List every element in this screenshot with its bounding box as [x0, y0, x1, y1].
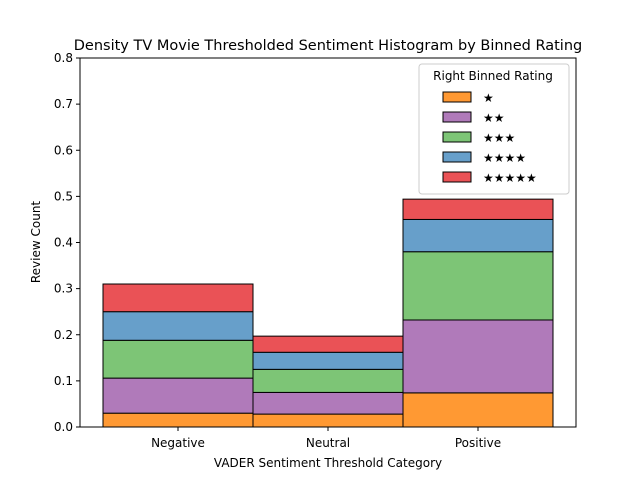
legend-label-4: ★★★★ — [483, 151, 526, 165]
bar-segment-positive-series-4 — [402, 218, 554, 253]
y-tick-label: 0.8 — [54, 51, 73, 65]
legend-label-5: ★★★★★ — [483, 171, 537, 185]
x-tick-label-positive: Positive — [455, 436, 501, 450]
bar-segment-neutral-series-2 — [252, 391, 404, 415]
y-tick-label: 0.4 — [54, 236, 73, 250]
legend-swatch-1 — [442, 91, 472, 103]
x-tick-label-negative: Negative — [151, 436, 205, 450]
x-axis-label: VADER Sentiment Threshold Category — [214, 456, 442, 470]
plot-frame — [79, 57, 577, 428]
y-tick-label: 0.5 — [54, 189, 73, 203]
legend-swatch-5 — [442, 171, 472, 183]
bar-segment-positive-series-2 — [402, 319, 554, 394]
legend: Right Binned Rating ★★★★★★★★★★★★★★★ — [418, 63, 570, 195]
bar-segment-neutral-series-1 — [252, 413, 404, 428]
legend-swatch-4 — [442, 151, 472, 163]
legend-label-2: ★★ — [483, 111, 505, 125]
legend-items: ★★★★★★★★★★★★★★★ — [442, 91, 537, 185]
y-tick-label: 0.0 — [54, 420, 73, 434]
legend-label-3: ★★★ — [483, 131, 515, 145]
bar-segment-positive-series-1 — [402, 392, 554, 428]
legend-title: Right Binned Rating — [433, 69, 553, 83]
y-tick-label: 0.7 — [54, 97, 73, 111]
y-tick-label: 0.2 — [54, 328, 73, 342]
y-tick-label: 0.1 — [54, 374, 73, 388]
bar-segment-neutral-series-5 — [252, 335, 404, 353]
y-axis-label: Review Count — [29, 201, 43, 284]
y-axis-ticks: 0.0 0.1 0.2 0.3 0.4 0.5 0.6 0.7 0.8 — [54, 51, 80, 434]
chart-title: Density TV Movie Thresholded Sentiment H… — [74, 38, 582, 54]
bar-segment-negative-series-1 — [102, 412, 254, 428]
bar-segment-negative-series-5 — [102, 283, 254, 313]
x-tick-label-neutral: Neutral — [306, 436, 350, 450]
bar-segment-neutral-series-4 — [252, 351, 404, 370]
legend-label-1: ★ — [483, 91, 494, 105]
x-axis-ticks: Negative Neutral Positive — [151, 427, 501, 450]
legend-swatch-2 — [442, 111, 472, 123]
bar-segment-neutral-series-3 — [252, 368, 404, 393]
y-tick-label: 0.6 — [54, 143, 73, 157]
bar-segment-positive-series-5 — [402, 198, 554, 220]
bar-segment-negative-series-2 — [102, 377, 254, 414]
bar-segment-negative-series-4 — [102, 311, 254, 341]
legend-swatch-3 — [442, 131, 472, 143]
bars-group — [102, 198, 554, 428]
bar-segment-positive-series-3 — [402, 251, 554, 321]
bar-segment-negative-series-3 — [102, 339, 254, 379]
y-tick-label: 0.3 — [54, 282, 73, 296]
